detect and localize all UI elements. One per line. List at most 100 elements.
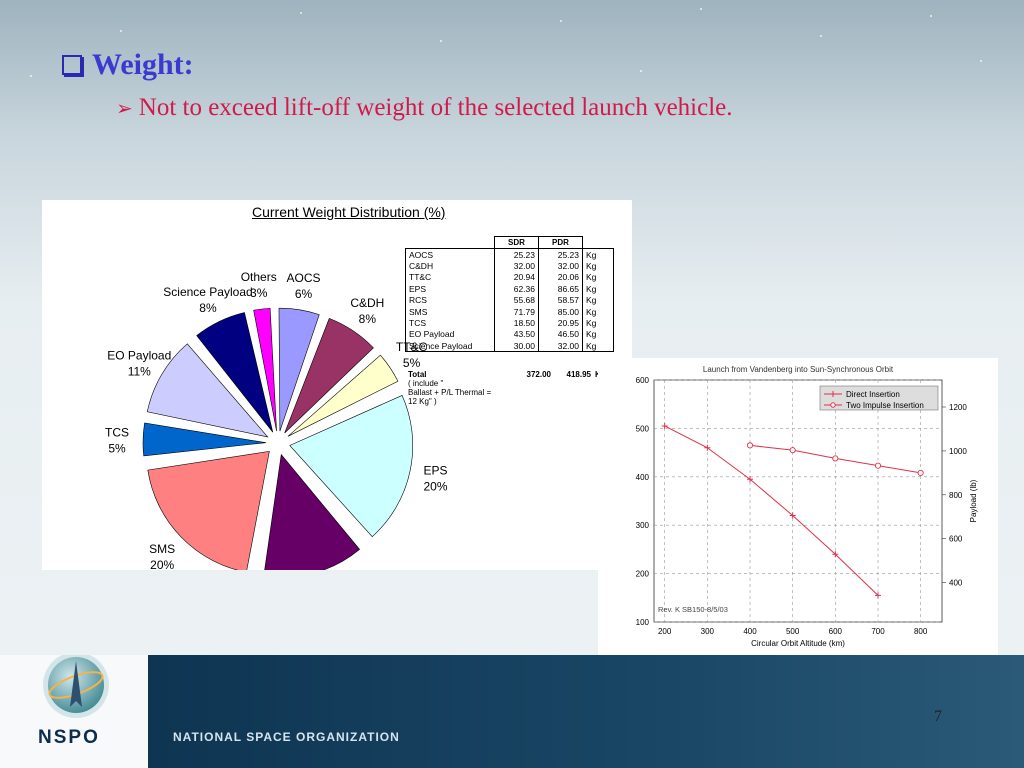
table-cell-pdr: 58.57 — [538, 294, 583, 306]
weight-distribution-panel: AOCS6%C&DH8%TT&C5%EPS20%RCS14%SMS20%TCS5… — [42, 200, 632, 570]
table-cell-name: SMS — [405, 305, 495, 318]
pie-slice-7 — [146, 343, 269, 438]
table-cell-sdr: 20.94 — [494, 271, 539, 284]
table-cell-name: RCS — [405, 294, 495, 306]
table-cell-name: Science Payload — [405, 340, 495, 353]
subpoint-text: Not to exceed lift-off weight of the sel… — [138, 94, 733, 121]
pie-slice-2 — [287, 354, 399, 437]
table-cell-pdr: 86.65 — [538, 283, 583, 295]
pie-slice-8 — [196, 312, 274, 433]
series-point — [832, 455, 839, 462]
pie-slice-4 — [264, 453, 361, 570]
legend-label: Direct Insertion — [846, 390, 900, 399]
x-tick-label: 800 — [914, 627, 928, 636]
table-cell-sdr: 25.23 — [494, 247, 539, 261]
heading-bullet: Weight: — [62, 48, 194, 82]
table-cell-pdr: 20.06 — [538, 271, 583, 284]
table-header-sdr: SDR — [494, 236, 539, 249]
table-row: AOCS 25.23 25.23 Kg — [405, 247, 614, 261]
pie-slice-0 — [278, 307, 320, 432]
pie-slice-5 — [147, 450, 270, 570]
table-cell-unit: Kg — [582, 260, 614, 272]
table-cell-sdr: 62.36 — [494, 283, 539, 295]
legend-label: Two Impulse Insertion — [846, 401, 924, 410]
pie-label-pct: 6% — [295, 287, 313, 301]
table-cell-sdr: 32.00 — [494, 260, 539, 272]
table-cell-sdr: 71.79 — [494, 305, 539, 318]
table-header-row: SDR PDR — [406, 236, 614, 249]
series-point — [789, 447, 796, 454]
table-cell-sdr: 55.68 — [494, 294, 539, 306]
y-tick-label: 300 — [636, 521, 650, 530]
y2-axis-label: Payload (lb) — [969, 479, 978, 522]
footer-band — [148, 655, 1024, 768]
line-chart-title: Launch from Vandenberg into Sun-Synchron… — [703, 365, 894, 374]
table-cell-unit: Kg — [582, 328, 614, 341]
table-cell-name: TCS — [405, 317, 495, 329]
legend-box — [819, 385, 939, 411]
x-tick-label: 400 — [743, 627, 757, 636]
total-label: Total — [408, 370, 427, 379]
series-point — [832, 551, 839, 558]
table-row: SMS 71.79 85.00 Kg — [405, 305, 614, 318]
falcon-performance-panel: Launch from Vandenberg into Sun-Synchron… — [598, 358, 998, 683]
x-tick-label: 200 — [658, 627, 672, 636]
table-row: Science Payload 30.00 32.00 Kg — [405, 340, 614, 353]
pie-label-pct: 8% — [199, 301, 217, 315]
pie-label-name: SMS — [149, 542, 175, 556]
table-cell-sdr: 43.50 — [494, 328, 539, 341]
pie-label-pct: 3% — [250, 286, 268, 300]
pie-slice-3 — [289, 395, 414, 538]
y2-tick-label: 800 — [949, 491, 963, 500]
checkbox-bullet-icon — [62, 55, 82, 75]
series-point — [661, 422, 668, 429]
logo-text: NSPO — [38, 727, 100, 748]
table-row: TCS 18.50 20.95 Kg — [405, 317, 614, 329]
nspo-logo-icon — [43, 652, 109, 718]
table-cell-pdr: 32.00 — [538, 260, 583, 272]
x-tick-label: 500 — [786, 627, 800, 636]
series-point — [874, 462, 882, 469]
series-point — [747, 476, 753, 483]
table-cell-pdr: 25.23 — [538, 247, 583, 261]
series-point — [704, 444, 711, 451]
table-cell-name: C&DH — [405, 260, 495, 272]
x-tick-label: 600 — [829, 627, 843, 636]
table-cell-pdr: 85.00 — [538, 305, 583, 318]
y2-tick-label: 1200 — [949, 403, 967, 412]
y-tick-label: 400 — [636, 473, 650, 482]
table-row: TT&C 20.94 20.06 Kg — [405, 271, 614, 284]
pie-label-pct: 5% — [108, 442, 126, 456]
total-note-2: Ballast + P/L Thermal = — [408, 388, 492, 397]
slide-heading: Weight: — [92, 48, 194, 81]
y-tick-label: 500 — [636, 424, 650, 433]
total-pdr: 418.95 — [566, 370, 591, 379]
subpoint-bullet: ➢ Not to exceed lift-off weight of the s… — [116, 94, 733, 122]
organization-name: NATIONAL SPACE ORGANIZATION — [173, 730, 400, 744]
table-cell-pdr: 46.50 — [538, 328, 583, 341]
table-cell-unit: Kg — [582, 294, 614, 306]
pie-slice-9 — [253, 307, 277, 432]
pie-label-name: EPS — [424, 463, 448, 477]
x-tick-label: 700 — [871, 627, 885, 636]
table-cell-sdr: 30.00 — [494, 340, 539, 353]
table-cell-name: EPS — [405, 283, 495, 295]
page-number: 7 — [934, 708, 942, 725]
pie-slice-1 — [284, 317, 374, 434]
legend-marker — [830, 402, 836, 408]
pie-label-name: Others — [241, 270, 277, 284]
table-header-pdr: PDR — [538, 236, 583, 249]
legend-marker — [830, 391, 836, 397]
table-cell-pdr: 20.95 — [538, 317, 583, 329]
plot-area — [653, 379, 943, 623]
arrow-bullet-icon: ➢ — [116, 97, 133, 120]
series-point — [746, 442, 754, 449]
y2-tick-label: 400 — [949, 579, 963, 588]
series-line-0 — [664, 425, 879, 596]
table-row: RCS 55.68 58.57 Kg — [405, 294, 614, 306]
line-chart: Launch from Vandenberg into Sun-Synchron… — [636, 365, 978, 674]
pie-label-pct: 8% — [359, 312, 377, 326]
y-tick-label: 600 — [636, 376, 650, 385]
series-point — [789, 512, 796, 519]
